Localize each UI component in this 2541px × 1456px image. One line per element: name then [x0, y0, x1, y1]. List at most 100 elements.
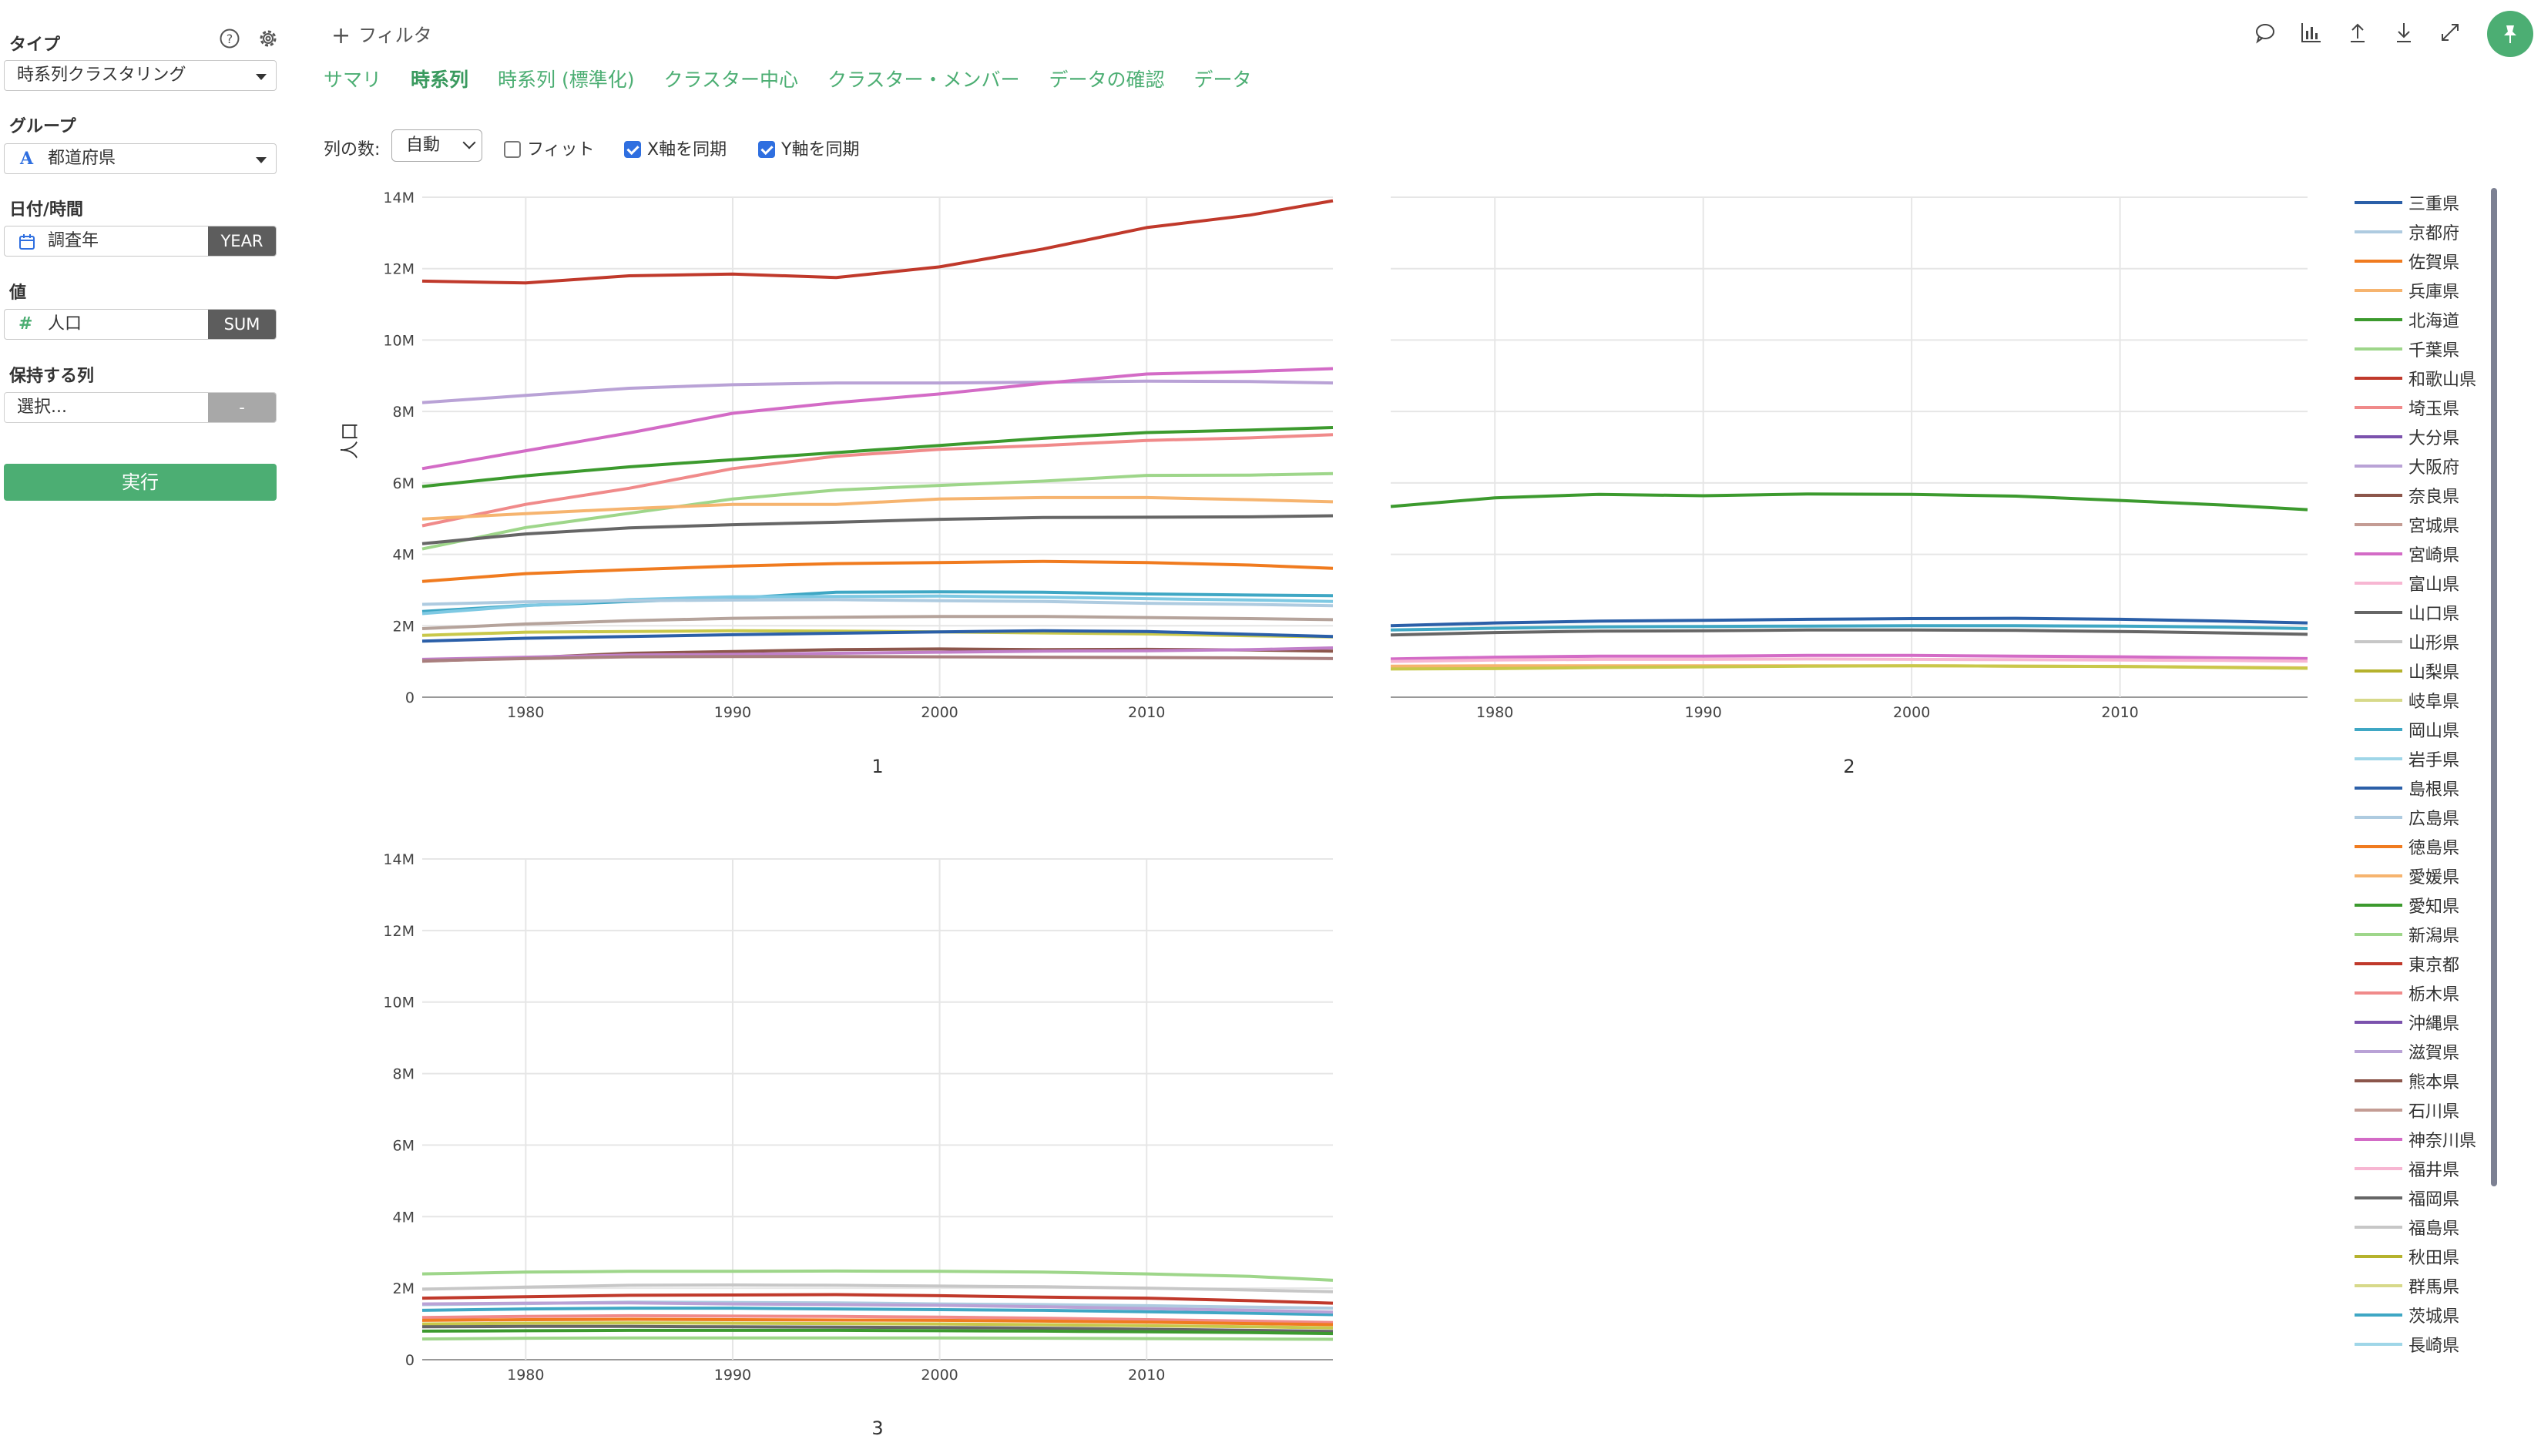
legend-label: 茨城県 [2408, 1307, 2460, 1327]
series-line [1390, 616, 2308, 628]
legend-label: 岡山県 [2408, 722, 2460, 741]
legend-swatch [2355, 640, 2402, 643]
tab-summary[interactable]: サマリ [324, 69, 382, 91]
run-button[interactable]: 実行 [4, 464, 277, 501]
datetime-field[interactable]: 調査年 YEAR [4, 226, 277, 257]
x-tick-label: 2010 [2101, 704, 2138, 721]
chart-icon[interactable] [2298, 18, 2325, 46]
legend-label: 愛媛県 [2408, 868, 2460, 887]
x-tick-label: 1980 [1476, 704, 1513, 721]
legend-swatch [2355, 435, 2402, 438]
fit-checkbox-box[interactable] [504, 141, 521, 158]
y-tick-label: 14M [383, 851, 415, 868]
pin-button[interactable] [2487, 11, 2533, 57]
legend-swatch [2355, 377, 2402, 380]
datetime-unit-button[interactable]: YEAR [208, 226, 276, 256]
value-field[interactable]: # 人口 SUM [4, 309, 277, 340]
legend-swatch [2355, 1079, 2402, 1082]
tab-data-check[interactable]: データの確認 [1049, 69, 1165, 91]
legend-label: 山口県 [2408, 605, 2460, 624]
comment-icon[interactable] [2251, 18, 2279, 46]
series-line [421, 1301, 1334, 1314]
y-tick-label: 2M [393, 1280, 415, 1297]
x-tick-label: 1990 [714, 1367, 751, 1384]
upload-icon[interactable] [2344, 18, 2371, 46]
legend-swatch [2355, 874, 2402, 877]
series-line [421, 1269, 1334, 1282]
keep-columns-label: 保持する列 [9, 367, 95, 386]
y-tick-label: 8M [393, 1066, 415, 1083]
legend-swatch [2355, 289, 2402, 292]
legend-swatch [2355, 260, 2402, 263]
group-select-value: 都道府県 [48, 149, 116, 168]
columns-label: 列の数: [324, 140, 381, 159]
sync-y-checkbox[interactable]: Y軸を同期 [758, 136, 859, 160]
tab-cluster-members[interactable]: クラスター・メンバー [827, 69, 1020, 91]
keep-columns-field[interactable]: 選択... - [4, 392, 277, 423]
legend-swatch [2355, 816, 2402, 819]
legend-label: 栃木県 [2408, 985, 2460, 1005]
legend-swatch [2355, 845, 2402, 848]
fit-checkbox[interactable]: フィット [504, 136, 595, 160]
y-tick-label: 6M [393, 1137, 415, 1154]
help-icon[interactable]: ? [219, 28, 240, 49]
legend-swatch [2355, 465, 2402, 468]
pin-icon [2499, 22, 2522, 49]
series-line [421, 495, 1334, 521]
series-line [1390, 657, 2308, 663]
legend-swatch [2355, 1109, 2402, 1112]
calendar-icon [18, 233, 35, 255]
y-tick-label: 4M [393, 1209, 415, 1226]
columns-select[interactable]: 自動 [391, 129, 482, 162]
columns-select-value: 自動 [406, 136, 441, 155]
group-select[interactable]: A 都道府県 [4, 143, 277, 174]
legend-label: 福島県 [2408, 1219, 2460, 1239]
legend-swatch [2355, 347, 2402, 351]
y-tick-label: 4M [393, 547, 415, 564]
legend-swatch [2355, 1284, 2402, 1287]
keep-columns-button[interactable]: - [208, 393, 276, 422]
sync-x-checkbox[interactable]: X軸を同期 [624, 136, 727, 160]
add-filter-button[interactable]: + フィルタ [331, 20, 432, 49]
legend-label: 宮崎県 [2408, 546, 2460, 565]
series-line [421, 367, 1334, 471]
gear-icon[interactable] [257, 28, 279, 49]
x-tick-label: 1990 [714, 704, 751, 721]
legend-label: 北海道 [2408, 312, 2460, 331]
series-line [421, 426, 1334, 488]
series-line [421, 379, 1334, 404]
sync-y-checkbox-box[interactable] [758, 141, 775, 158]
y-tick-label: 10M [383, 995, 415, 1011]
tab-timeseries[interactable]: 時系列 [411, 69, 469, 91]
series-line [421, 559, 1334, 583]
tab-timeseries-normalized[interactable]: 時系列 (標準化) [498, 69, 635, 91]
expand-icon[interactable] [2436, 18, 2464, 46]
panel-title: 1 [871, 756, 883, 777]
fit-label: フィット [527, 140, 595, 159]
tab-data[interactable]: データ [1193, 69, 1252, 91]
y-tick-label: 12M [383, 923, 415, 940]
legend-label: 兵庫県 [2408, 283, 2460, 302]
legend-swatch [2355, 201, 2402, 204]
legend-label: 佐賀県 [2408, 253, 2460, 273]
panel-title: 3 [871, 1417, 883, 1439]
series-line [421, 1283, 1334, 1293]
legend-label: 岐阜県 [2408, 693, 2460, 712]
legend-label: 埼玉県 [2408, 400, 2460, 419]
series-line [421, 1313, 1334, 1324]
tab-cluster-centers[interactable]: クラスター中心 [663, 69, 799, 91]
download-icon[interactable] [2390, 18, 2418, 46]
x-tick-label: 2010 [1128, 1367, 1165, 1384]
legend-scrollbar[interactable] [2491, 188, 2497, 1186]
legend-label: 長崎県 [2408, 1337, 2460, 1356]
type-select[interactable]: 時系列クラスタリング [4, 60, 277, 91]
aggregation-button[interactable]: SUM [208, 310, 276, 339]
x-tick-label: 2000 [921, 704, 958, 721]
sync-x-checkbox-box[interactable] [624, 141, 641, 158]
series-line [421, 1321, 1334, 1330]
value-field-value: 人口 [48, 314, 82, 334]
x-tick-label: 2000 [1893, 704, 1930, 721]
legend-swatch [2355, 757, 2402, 760]
type-label: タイプ [9, 35, 61, 55]
legend-swatch [2355, 611, 2402, 614]
